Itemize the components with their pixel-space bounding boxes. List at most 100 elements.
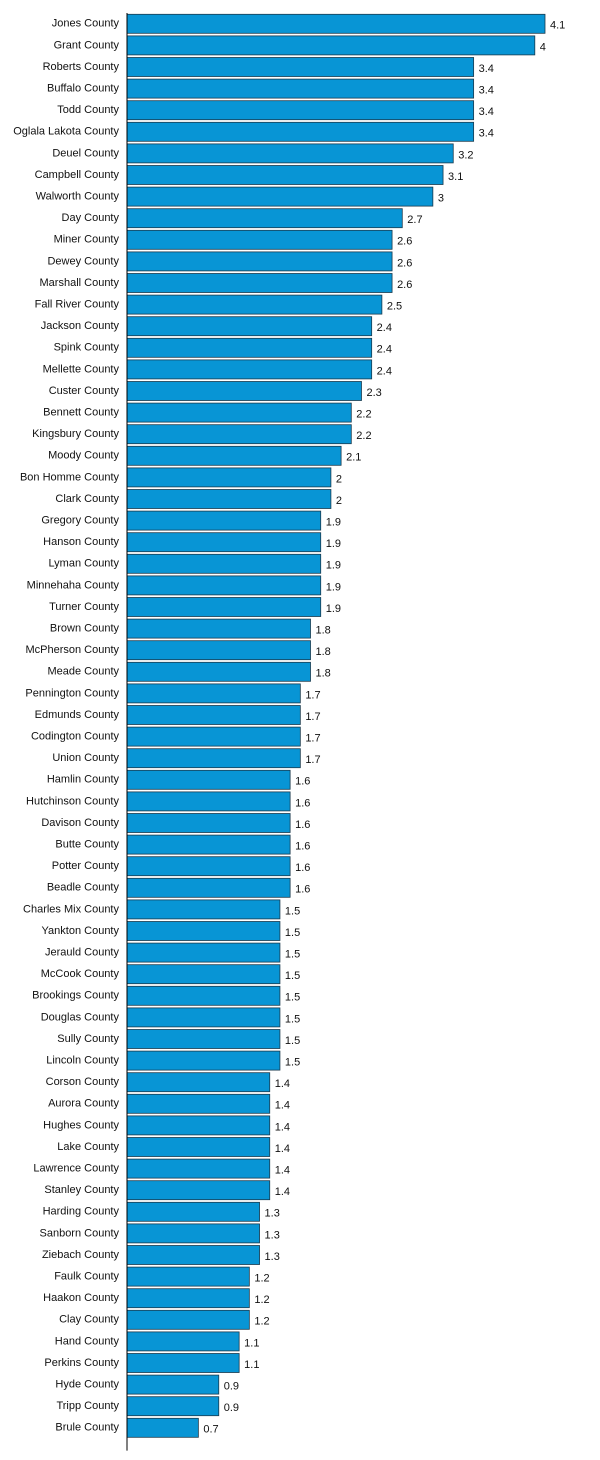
- value-label: 1.8: [316, 668, 331, 680]
- bar: [126, 618, 311, 639]
- category-label: Lyman County: [48, 558, 119, 570]
- category-label: Minnehaha County: [27, 579, 120, 591]
- bar: [126, 1180, 271, 1201]
- category-label: Dewey County: [47, 255, 119, 267]
- value-label: 2.1: [346, 452, 361, 464]
- value-label: 1.1: [244, 1337, 259, 1349]
- value-label: 0.9: [224, 1381, 239, 1393]
- value-label: 1.3: [265, 1229, 280, 1241]
- category-label: Perkins County: [44, 1357, 119, 1369]
- category-label: Hand County: [55, 1335, 120, 1347]
- value-label: 2.5: [387, 301, 402, 313]
- category-label: Union County: [52, 752, 119, 764]
- bar: [126, 316, 373, 337]
- bar: [126, 1374, 220, 1395]
- bar: [126, 705, 301, 725]
- bar: [126, 208, 403, 229]
- value-label: 4: [540, 41, 546, 53]
- bar: [126, 856, 291, 877]
- bar: [126, 532, 322, 553]
- category-label: Spink County: [54, 342, 120, 354]
- bar: [126, 1115, 271, 1136]
- bar: [126, 1201, 260, 1222]
- bar: [126, 1353, 240, 1373]
- bar: [126, 1266, 250, 1287]
- bar: [126, 597, 322, 617]
- category-label: Yankton County: [42, 925, 120, 937]
- category-label: Lawrence County: [33, 1163, 119, 1175]
- category-label: Aurora County: [48, 1098, 119, 1110]
- category-label: Bennett County: [43, 407, 119, 419]
- value-label: 1.5: [285, 992, 300, 1004]
- value-label: 2.7: [407, 214, 422, 226]
- bar: [126, 273, 393, 293]
- value-label: 2.6: [397, 257, 412, 269]
- value-label: 1.4: [275, 1186, 290, 1198]
- category-label: Beadle County: [47, 882, 120, 894]
- value-label: 1.9: [326, 603, 341, 615]
- bar: [126, 100, 475, 121]
- value-label: 0.9: [224, 1402, 239, 1414]
- category-label: Gregory County: [41, 515, 119, 527]
- bar: [126, 1396, 220, 1417]
- bar: [126, 1072, 271, 1093]
- category-label: Deuel County: [52, 147, 119, 159]
- bar: [126, 553, 322, 574]
- bar: [126, 661, 311, 682]
- category-label: Hutchinson County: [26, 795, 119, 807]
- bar: [126, 1417, 199, 1438]
- bar: [126, 1029, 281, 1049]
- value-label: 1.6: [295, 797, 310, 809]
- bar: [126, 877, 291, 898]
- bar: [126, 791, 291, 812]
- value-label: 2.4: [377, 344, 392, 356]
- category-label: Brown County: [50, 623, 120, 635]
- value-label: 1.6: [295, 884, 310, 896]
- category-label: Lake County: [57, 1141, 119, 1153]
- value-label: 1.7: [305, 711, 320, 723]
- category-label: Davison County: [41, 817, 119, 829]
- value-label: 1.4: [275, 1165, 290, 1177]
- bar: [126, 942, 281, 963]
- category-label: Fall River County: [35, 299, 120, 311]
- value-label: 1.9: [326, 538, 341, 550]
- bar: [126, 834, 291, 855]
- category-label: Day County: [62, 212, 120, 224]
- category-label: Sanborn County: [40, 1227, 120, 1239]
- category-label: Mellette County: [43, 363, 120, 375]
- value-label: 1.5: [285, 970, 300, 982]
- bar: [126, 1223, 260, 1244]
- value-label: 1.5: [285, 927, 300, 939]
- category-label: Hughes County: [43, 1119, 119, 1131]
- category-label: Jerauld County: [45, 947, 119, 959]
- bar: [126, 445, 342, 466]
- value-label: 0.7: [203, 1424, 218, 1436]
- value-label: 1.7: [305, 689, 320, 701]
- bar: [126, 921, 281, 941]
- value-label: 1.9: [326, 581, 341, 593]
- category-label: Roberts County: [43, 61, 120, 73]
- category-label: Miner County: [54, 234, 120, 246]
- value-label: 1.1: [244, 1359, 259, 1371]
- value-label: 1.3: [265, 1208, 280, 1220]
- category-label: Haakon County: [43, 1292, 119, 1304]
- value-label: 1.8: [316, 625, 331, 637]
- category-labels: Jones County Grant County Roberts County Bu…: [13, 18, 119, 1434]
- category-label: Hanson County: [43, 536, 119, 548]
- value-label: 1.9: [326, 560, 341, 572]
- value-label: 1.2: [254, 1316, 269, 1328]
- value-label: 1.6: [295, 841, 310, 853]
- bar: [126, 1331, 240, 1352]
- value-label: 1.8: [316, 646, 331, 658]
- category-label: Bon Homme County: [20, 471, 120, 483]
- bar: [126, 467, 332, 488]
- category-label: Lincoln County: [46, 1055, 119, 1067]
- category-label: Hyde County: [55, 1379, 119, 1391]
- category-label: Grant County: [54, 39, 120, 51]
- bar: [126, 489, 332, 509]
- category-label: Tripp County: [56, 1400, 119, 1412]
- bar: [126, 186, 434, 207]
- value-label: 2.2: [356, 409, 371, 421]
- bar: [126, 251, 393, 272]
